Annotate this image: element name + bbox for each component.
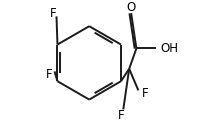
Text: F: F (50, 7, 56, 20)
Text: F: F (118, 109, 125, 122)
Text: F: F (46, 68, 53, 81)
Text: O: O (126, 1, 136, 14)
Text: OH: OH (161, 42, 179, 55)
Text: F: F (142, 87, 149, 100)
